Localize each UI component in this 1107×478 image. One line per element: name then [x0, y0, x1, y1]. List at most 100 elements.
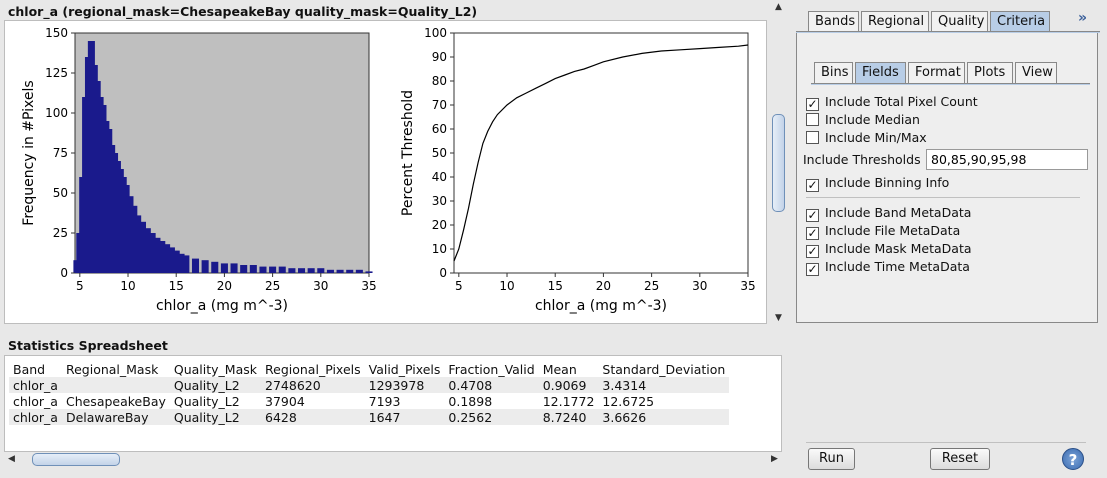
- checkbox-label: Include Binning Info: [825, 175, 950, 190]
- x-tick-label: 10: [120, 279, 135, 293]
- include-time-metadata-row[interactable]: ✓ Include Time MetaData: [806, 259, 970, 276]
- tab-bins[interactable]: Bins: [814, 62, 853, 83]
- table-cell: Quality_L2: [169, 377, 262, 393]
- inner-tab-line: [811, 83, 1090, 85]
- checkbox-label: Include Time MetaData: [825, 259, 970, 274]
- table-row[interactable]: chlor_a ChesapeakeBay Quality_L2 37904 7193 0…: [9, 393, 729, 409]
- column-header[interactable]: Band: [13, 361, 46, 377]
- checkbox-binning-info[interactable]: ✓: [806, 178, 819, 192]
- include-mask-metadata-row[interactable]: ✓ Include Mask MetaData: [806, 241, 972, 258]
- x-tick-label: 15: [169, 279, 184, 293]
- histogram-bar: [297, 268, 306, 273]
- y-tick-label: 80: [432, 74, 447, 88]
- checkbox-minmax[interactable]: [806, 131, 819, 144]
- histogram-bar: [143, 228, 151, 273]
- table-cell: 37904: [265, 393, 305, 409]
- y-tick-label: 30: [432, 194, 447, 208]
- tab-bands[interactable]: Bands: [808, 11, 859, 32]
- include-band-metadata-row[interactable]: ✓ Include Band MetaData: [806, 205, 972, 222]
- table-cell: 0.1898: [448, 393, 493, 409]
- histogram-bar: [326, 269, 334, 273]
- column-header[interactable]: Fraction_Valid: [448, 361, 535, 377]
- table-cell: chlor_a: [13, 393, 58, 409]
- checkbox-median[interactable]: [806, 113, 819, 126]
- x-tick-label: 35: [361, 279, 376, 293]
- x-tick-label: 30: [692, 279, 707, 293]
- column-header[interactable]: Regional_Mask: [65, 361, 159, 377]
- column-header[interactable]: Standard_Deviation: [602, 361, 726, 377]
- help-icon[interactable]: ?: [1062, 448, 1084, 470]
- reset-button[interactable]: Reset: [930, 448, 990, 470]
- y-tick-label: 60: [432, 122, 447, 136]
- y-tick-label: 40: [432, 170, 447, 184]
- histogram-bar: [307, 268, 315, 273]
- checkbox-label: Include Total Pixel Count: [825, 94, 978, 109]
- column-header[interactable]: Mean: [542, 361, 577, 377]
- thresholds-input[interactable]: [926, 149, 1088, 170]
- tab-fields[interactable]: Fields: [855, 62, 906, 83]
- tab-format[interactable]: Format: [908, 62, 965, 83]
- scroll-right-icon[interactable]: ▶: [771, 454, 778, 464]
- checkbox-mask-metadata[interactable]: ✓: [806, 244, 819, 258]
- column-header[interactable]: Quality_Mask: [173, 361, 258, 377]
- table-cell: 1647: [364, 409, 445, 425]
- column-header[interactable]: Valid_Pixels: [368, 361, 441, 377]
- table-cell: 3.4314: [598, 377, 730, 393]
- table-row[interactable]: chlor_a DelawareBay Quality_L2 6428 1647 0.25…: [9, 409, 730, 425]
- histogram-bar: [288, 268, 296, 273]
- y-tick-label: 100: [424, 26, 447, 40]
- table-cell: 6428: [261, 409, 365, 425]
- table-cell: chlor_a: [9, 377, 62, 393]
- checkbox-label: Include Mask MetaData: [825, 241, 972, 256]
- scroll-down-icon[interactable]: ▼: [775, 313, 782, 323]
- scroll-thumb[interactable]: [32, 453, 120, 466]
- y-tick-label: 150: [45, 26, 68, 40]
- y-tick-label: 10: [432, 242, 447, 256]
- statistics-spreadsheet-label: Statistics Spreadsheet: [8, 338, 168, 353]
- y-tick-label: 125: [45, 66, 68, 80]
- x-tick-label: 5: [455, 279, 463, 293]
- column-header[interactable]: Regional_Pixels: [265, 361, 361, 377]
- scroll-up-icon[interactable]: ▲: [775, 2, 782, 12]
- histogram-bar: [259, 266, 267, 273]
- y-tick-label: 50: [432, 146, 447, 160]
- tab-plots[interactable]: Plots: [967, 62, 1013, 83]
- tab-criteria[interactable]: Criteria: [990, 11, 1050, 32]
- tab-view[interactable]: View: [1015, 62, 1057, 83]
- table-cell: 1293978: [364, 377, 445, 393]
- run-button[interactable]: Run: [808, 448, 855, 470]
- plot-vertical-scrollbar[interactable]: ▲ ▼: [771, 0, 786, 327]
- table-cell: 3.6626: [598, 409, 730, 425]
- include-total-pixel-count-row[interactable]: ✓ Include Total Pixel Count: [806, 94, 978, 111]
- x-tick-label: 30: [313, 279, 328, 293]
- scroll-left-icon[interactable]: ◀: [8, 454, 15, 464]
- checkbox-label: Include Band MetaData: [825, 205, 972, 220]
- include-minmax-row[interactable]: Include Min/Max: [806, 130, 927, 146]
- checkbox-total-pixel-count[interactable]: ✓: [806, 97, 819, 111]
- y-axis-label: Percent Threshold: [400, 90, 416, 216]
- include-binning-info-row[interactable]: ✓ Include Binning Info: [806, 175, 950, 192]
- checkbox-time-metadata[interactable]: ✓: [806, 262, 819, 276]
- include-median-row[interactable]: Include Median: [806, 112, 920, 128]
- scroll-thumb[interactable]: [772, 114, 785, 212]
- y-tick-label: 100: [45, 106, 68, 120]
- histogram-bar: [177, 253, 185, 273]
- more-tabs-icon[interactable]: »: [1078, 10, 1088, 26]
- x-tick-label: 10: [499, 279, 514, 293]
- histogram-bar: [278, 266, 286, 273]
- histogram-bar: [317, 268, 325, 273]
- x-tick-label: 20: [217, 279, 232, 293]
- y-tick-label: 90: [432, 50, 447, 64]
- threshold-series-line: [453, 44, 749, 262]
- tab-regional[interactable]: Regional: [861, 11, 929, 32]
- histogram-bar: [211, 261, 219, 273]
- table-cell: 8.7240: [538, 409, 599, 425]
- checkbox-band-metadata[interactable]: ✓: [806, 208, 819, 222]
- table-horizontal-scrollbar[interactable]: ◀ ▶: [4, 452, 782, 467]
- tab-quality[interactable]: Quality: [931, 11, 988, 32]
- table-row[interactable]: chlor_a Quality_L2 2748620 1293978 0.4708 0.9…: [9, 377, 730, 393]
- include-file-metadata-row[interactable]: ✓ Include File MetaData: [806, 223, 960, 240]
- histogram-bar: [365, 271, 373, 273]
- histogram-bar: [153, 237, 161, 273]
- checkbox-file-metadata[interactable]: ✓: [806, 226, 819, 240]
